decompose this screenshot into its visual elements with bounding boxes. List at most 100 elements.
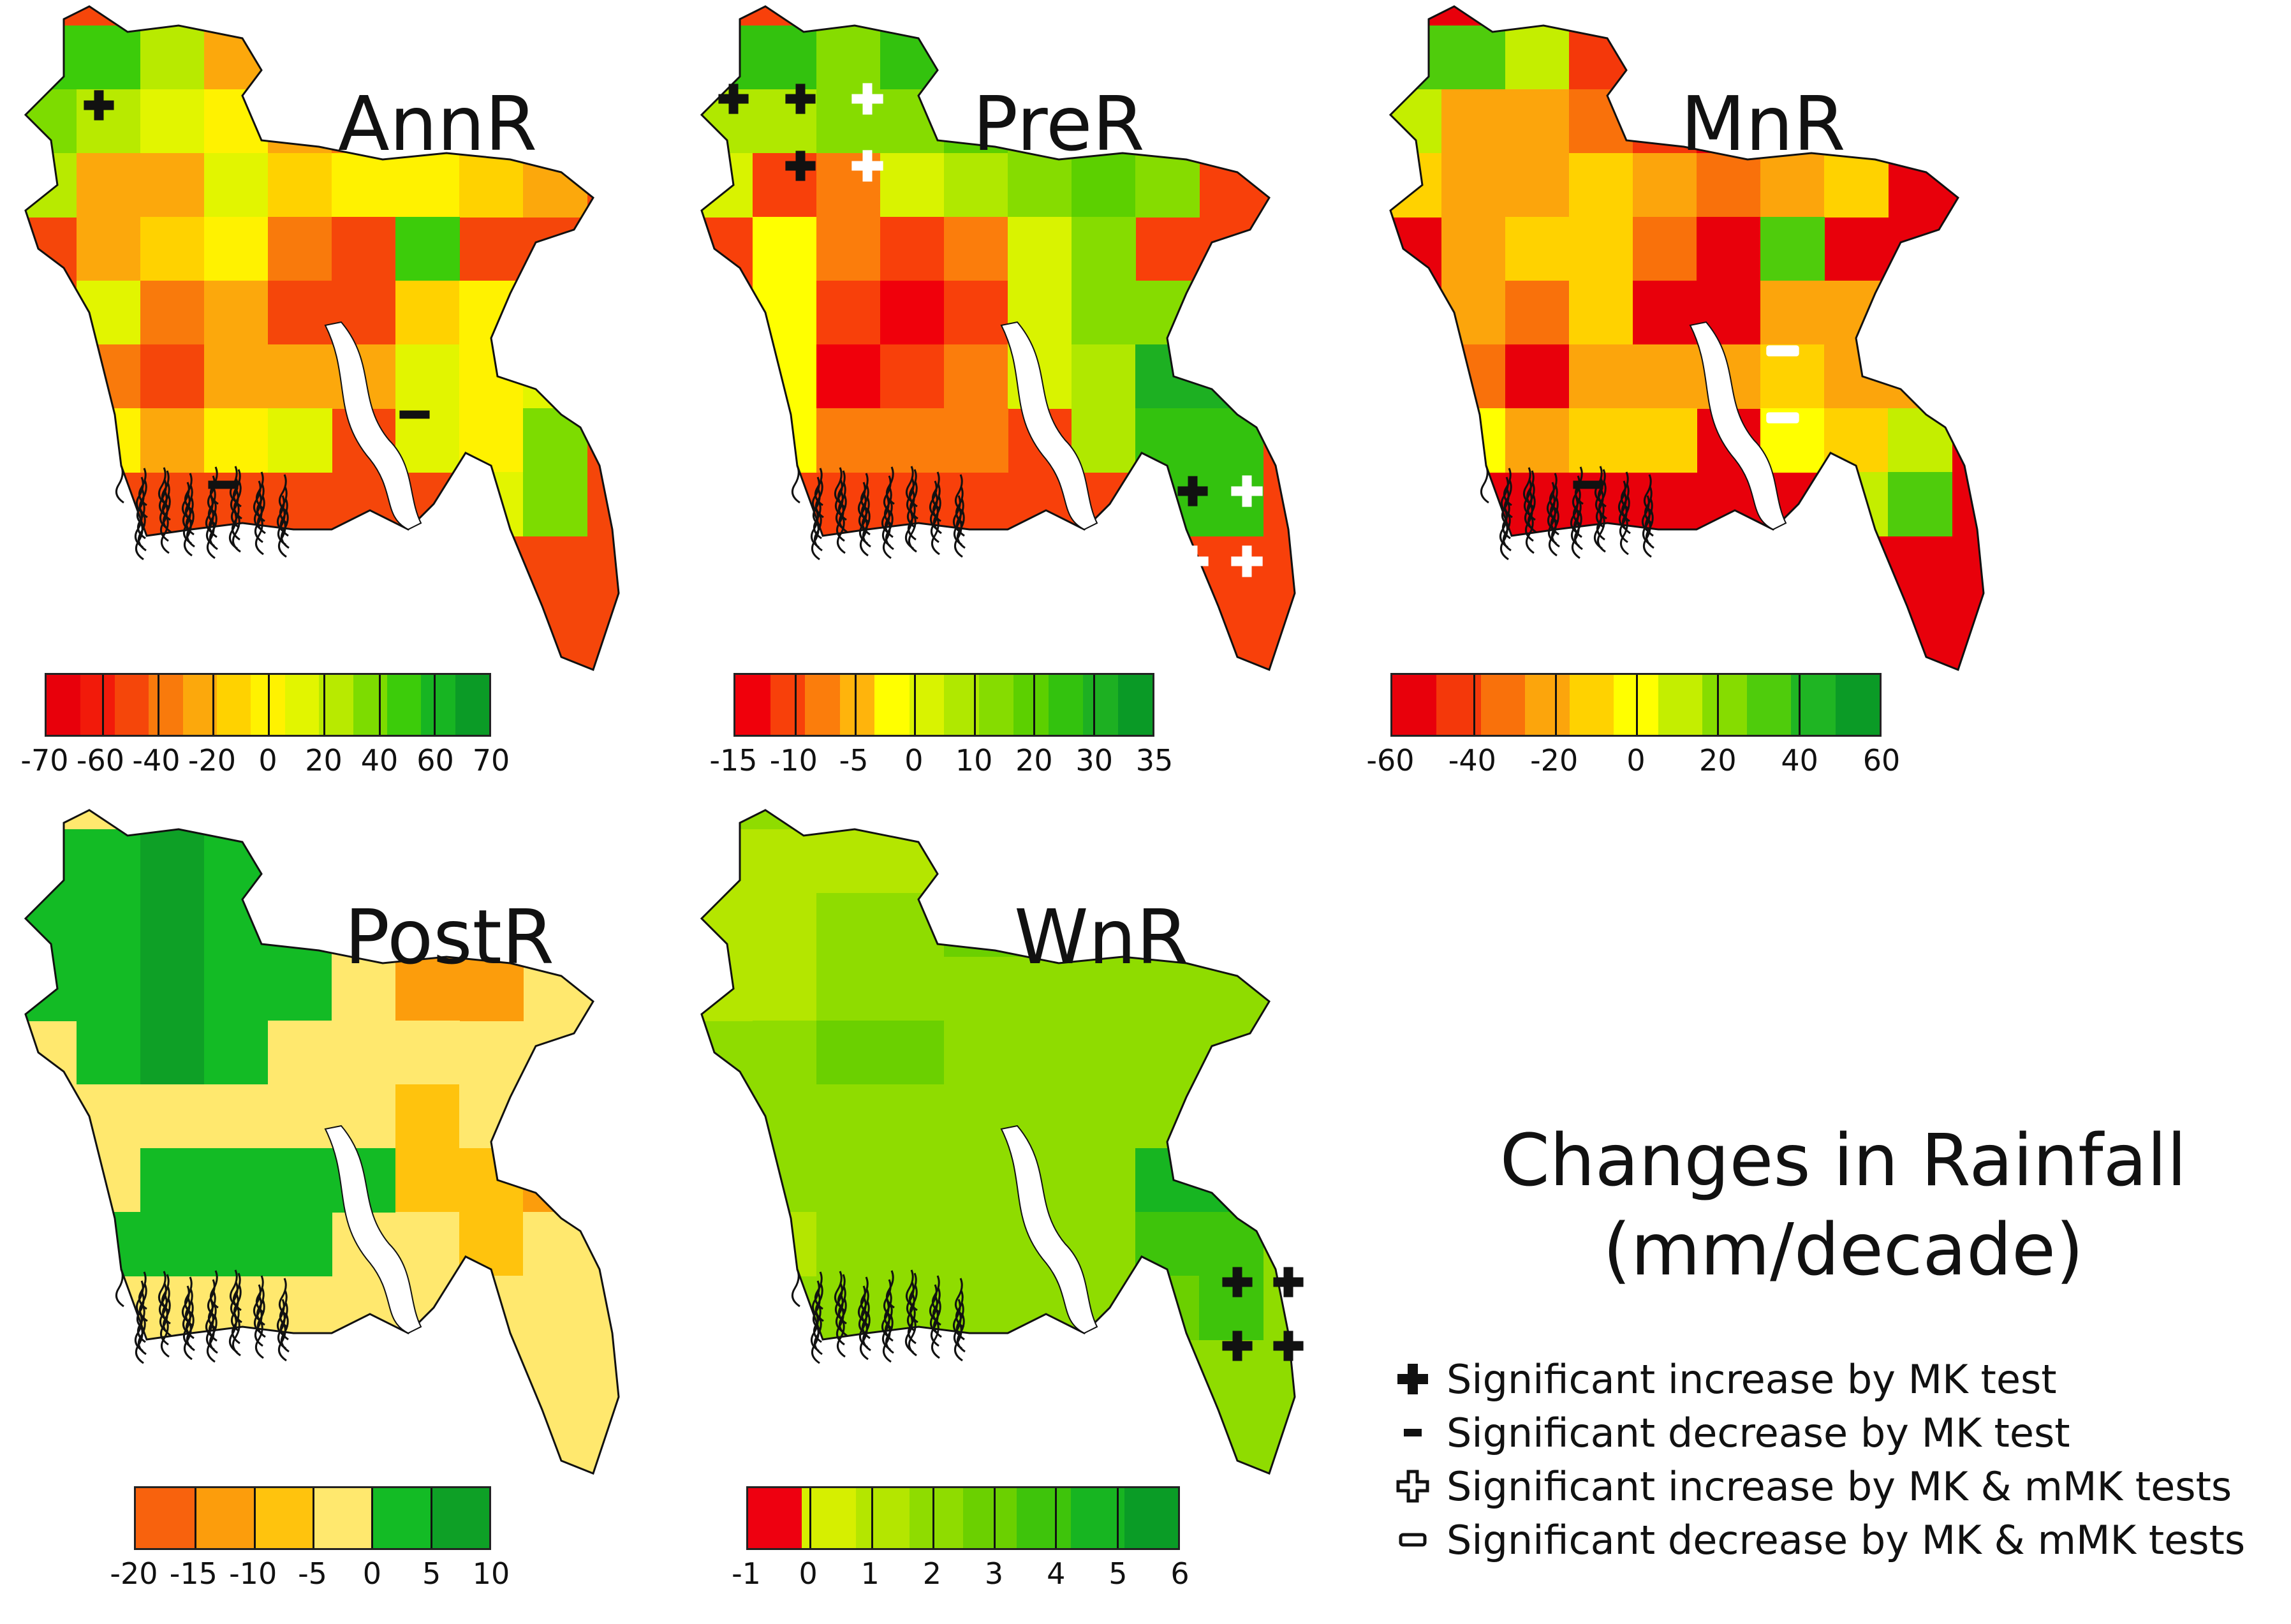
grid-cell	[332, 153, 396, 218]
map-panel-postr: PostR -20 -15 -10 -5 0 5 10	[0, 809, 676, 1624]
legend-label: Significant increase by MK test	[1447, 1355, 2057, 1403]
colorbar-segment	[284, 675, 320, 735]
colorbar-segment	[1070, 1488, 1124, 1548]
colorbar-segment	[735, 675, 770, 735]
colorbar-segment	[47, 675, 81, 735]
grid-cell	[816, 217, 881, 281]
grid-cell	[268, 957, 332, 1021]
grid-cell	[77, 217, 141, 281]
minus-filled-icon	[1390, 1415, 1435, 1451]
grid-cell	[944, 153, 1008, 218]
grid-cell	[702, 153, 753, 218]
grid-cell	[1505, 89, 1570, 154]
grid-cell	[1072, 217, 1136, 281]
colorbar-tick	[1636, 675, 1638, 735]
grid-cell	[523, 1084, 587, 1149]
grid-cell	[1199, 281, 1263, 345]
colorbar-tick-label: 6	[1170, 1556, 1190, 1591]
grid-cell	[140, 281, 205, 345]
grid-cell	[753, 344, 817, 409]
grid-cell	[1760, 153, 1825, 218]
grid-cell	[1505, 281, 1570, 345]
grid-cell	[753, 893, 817, 957]
colorbar-postr	[134, 1486, 491, 1550]
colorbar-tick	[1798, 675, 1801, 735]
grid-cell	[268, 408, 332, 473]
grid-cell	[1390, 89, 1442, 154]
panel-title-annr: AnnR	[338, 80, 538, 168]
grid-cell	[459, 957, 524, 1021]
grid-cell	[140, 344, 205, 409]
colorbar-wnr	[746, 1486, 1180, 1550]
grid-cell	[268, 1148, 332, 1213]
colorbar-prer	[733, 673, 1154, 737]
colorbar-segment	[874, 675, 910, 735]
grid-cell	[1441, 281, 1506, 345]
map-postr	[24, 809, 620, 1475]
grid-cell	[140, 217, 205, 281]
colorbar-segment	[909, 1488, 963, 1548]
colorbar-tick-label: 4	[1047, 1556, 1066, 1591]
grid-cell	[77, 26, 141, 90]
colorbar-segment	[839, 675, 874, 735]
grid-cell	[816, 893, 881, 957]
grid-cell	[77, 1212, 141, 1276]
figure-title: Changes in Rainfall (mm/decade)	[1429, 1116, 2258, 1295]
colorbar-tick-label: 60	[1862, 743, 1901, 778]
grid-cell	[1824, 408, 1889, 473]
colorbar-tick	[1717, 675, 1720, 735]
colorbar-segment	[1117, 675, 1153, 735]
grid-cell	[944, 1084, 1008, 1149]
colorbar-tick-label: 0	[1626, 743, 1646, 778]
grid-cell	[1569, 344, 1633, 409]
colorbar-tick-label: 20	[1015, 743, 1053, 778]
grid-cell	[1888, 344, 1952, 409]
colorbar-tick-label: 5	[1109, 1556, 1128, 1591]
colorbar-tick-label: 70	[472, 743, 510, 778]
colorbar-tick-label: -15	[169, 1556, 217, 1591]
grid-cell	[1569, 26, 1633, 90]
country-border	[700, 809, 1296, 1475]
grid-cell	[1824, 153, 1889, 218]
colorbar-tick	[371, 1488, 374, 1548]
colorbar-tick-label: 10	[955, 743, 993, 778]
colorbar-tick-label: 35	[1135, 743, 1174, 778]
colorbar-tick-label: -10	[769, 743, 818, 778]
grid-cell	[1697, 217, 1761, 281]
grid-cell	[1135, 1212, 1200, 1276]
grid-cell	[944, 408, 1008, 473]
legend-item-mmk-decrease: Significant decrease by MK & mMK tests	[1390, 1513, 2245, 1567]
grid-cell	[816, 281, 881, 345]
sundarbans-texture	[791, 465, 966, 561]
colorbar-tick-label: -40	[132, 743, 180, 778]
panel-title-postr: PostR	[344, 893, 554, 981]
grid-cell	[944, 217, 1008, 281]
grid-cell	[1505, 217, 1570, 281]
grid-cell	[944, 957, 1008, 1021]
grid-cell	[395, 408, 460, 473]
colorbar-tick	[268, 675, 270, 735]
colorbar-tick	[434, 675, 436, 735]
grid-cell	[204, 1212, 269, 1276]
map-panel-prer: PreR -15 -10 -5 0 10 20 30 35	[676, 0, 1352, 810]
colorbar-tick-label: 0	[258, 743, 277, 778]
grid-cell	[77, 153, 141, 218]
colorbar-tick-label: 40	[360, 743, 399, 778]
grid-cell	[816, 1212, 881, 1276]
legend-item-mk-increase: Significant increase by MK test	[1390, 1352, 2245, 1406]
colorbar-tick-label: -20	[1530, 743, 1579, 778]
grid-cell	[77, 893, 141, 957]
colorbar-segment	[430, 1488, 489, 1548]
grid-cell	[1760, 217, 1825, 281]
grid-cell	[395, 1212, 460, 1276]
colorbar-segment	[1835, 675, 1880, 735]
grid-cell	[816, 957, 881, 1021]
colorbar-segment	[1746, 675, 1792, 735]
colorbar-segment	[1702, 675, 1747, 735]
colorbar-tick-label: 20	[1699, 743, 1737, 778]
grid-cell	[1441, 89, 1506, 154]
grid-cell	[204, 1021, 269, 1085]
grid-cell	[523, 1212, 587, 1276]
colorbar-segment	[748, 1488, 802, 1548]
colorbar-segment	[1392, 675, 1437, 735]
